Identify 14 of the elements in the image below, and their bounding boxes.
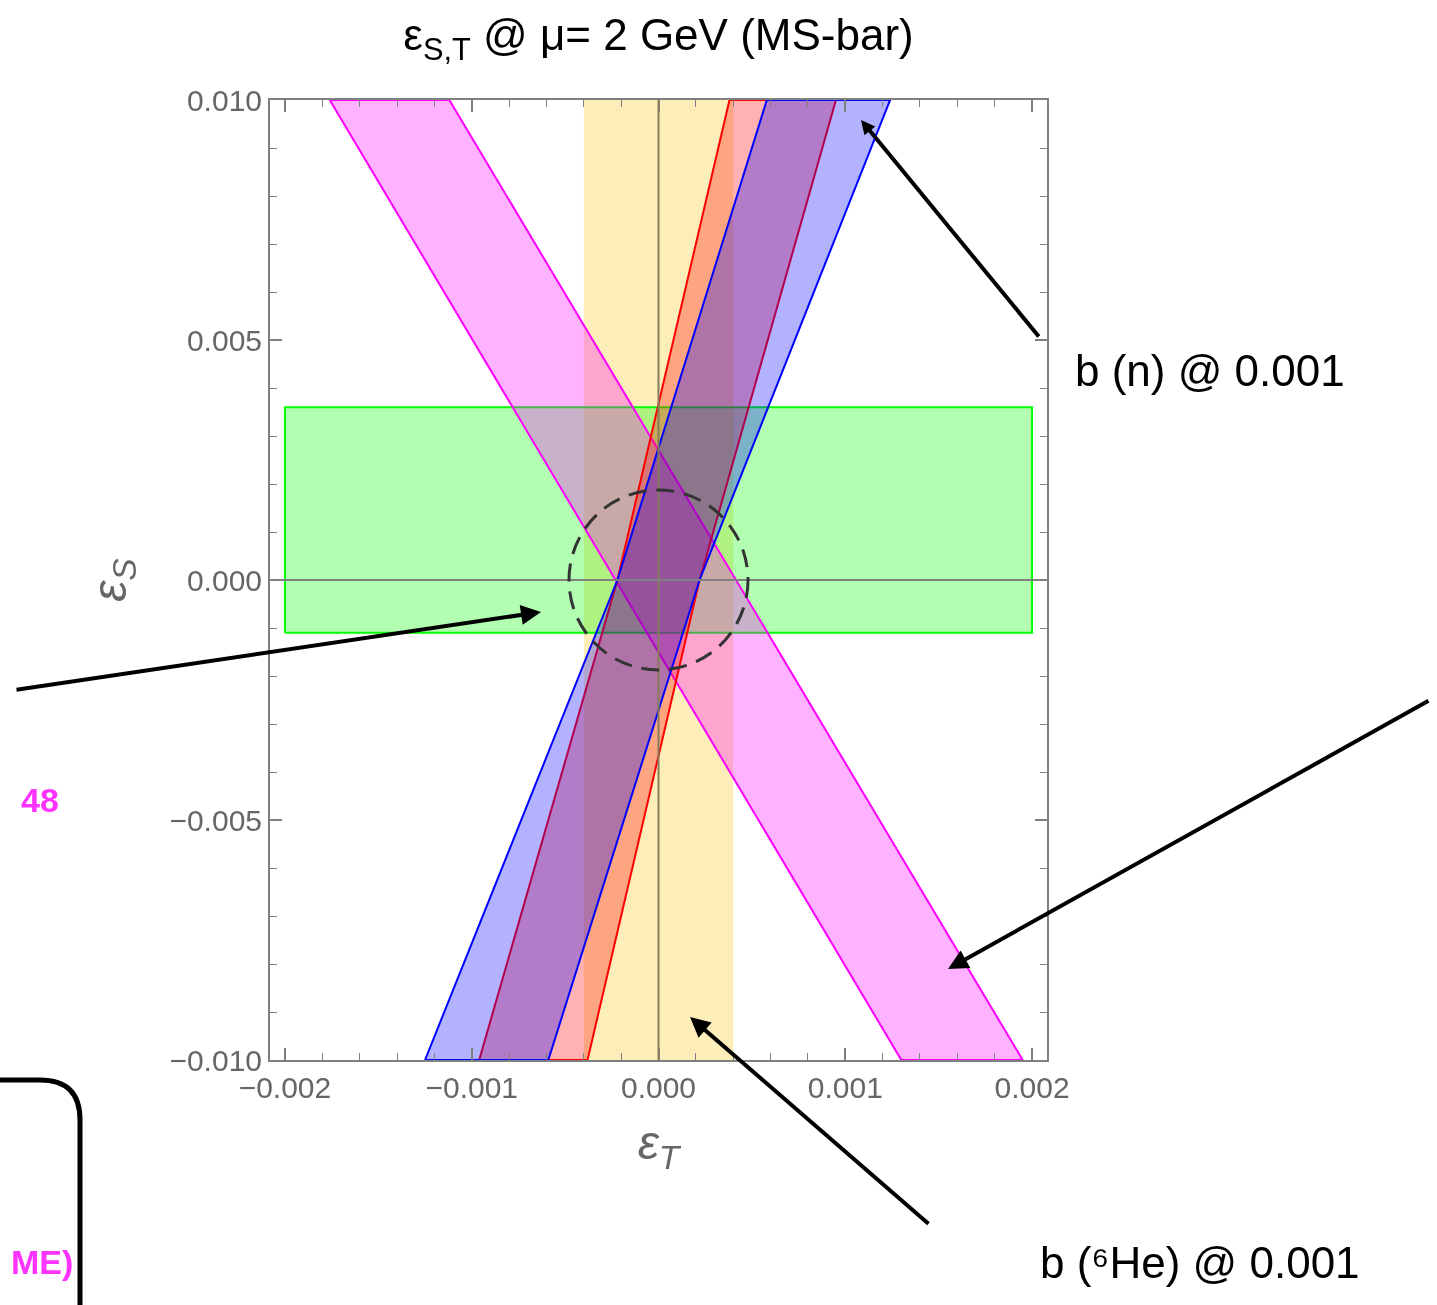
x-tick-label: 0.000 bbox=[620, 1071, 697, 1104]
x-tick-label: 0.001 bbox=[807, 1071, 883, 1104]
y-tick-label: 0.010 bbox=[186, 83, 262, 117]
y-tick-label: −0.005 bbox=[169, 803, 262, 837]
x-tick-label: 0.002 bbox=[994, 1071, 1070, 1104]
text: ME) bbox=[11, 1243, 74, 1281]
x-tick-label: −0.001 bbox=[425, 1071, 519, 1104]
chart-title: ε$_{S,T}$ @ μ= 2 GeV (MS-bar) bbox=[403, 10, 914, 67]
y-tick-label: 0.005 bbox=[186, 323, 262, 357]
y-tick-label: 0.000 bbox=[186, 563, 262, 597]
text: b (⁶He) @ 0.001 bbox=[1040, 1238, 1360, 1287]
text: 48 bbox=[21, 781, 59, 819]
text: b (n) @ 0.001 bbox=[1075, 346, 1345, 395]
x-axis-title: ε$_{T}$ bbox=[637, 1115, 682, 1176]
